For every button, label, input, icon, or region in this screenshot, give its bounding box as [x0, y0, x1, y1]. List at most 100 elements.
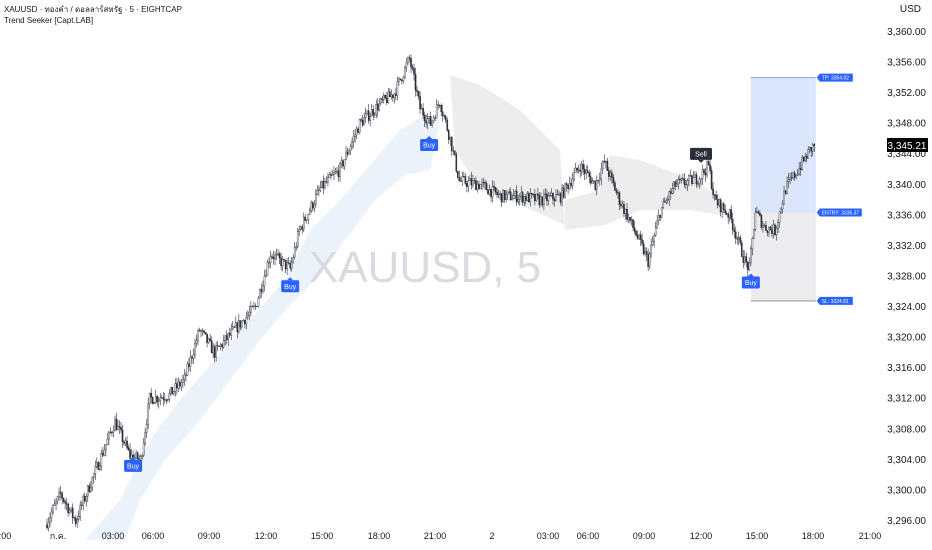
time-tick: 18:00 — [802, 531, 825, 541]
candle-up — [343, 159, 346, 167]
candle-up — [94, 466, 97, 475]
candle-up — [630, 219, 633, 221]
candle-up — [319, 187, 322, 191]
candle-down — [669, 191, 672, 194]
candle-down — [419, 96, 421, 110]
candle-down — [553, 198, 556, 202]
candle-down — [589, 176, 592, 184]
candle-down — [176, 383, 178, 389]
candle-down — [742, 256, 745, 263]
candle-up — [479, 184, 482, 189]
candle-down — [470, 178, 473, 186]
symbol-info[interactable]: XAUUSD · ทองคำ / ดอลลาร์สหรัฐ · 5 · EIGH… — [4, 5, 182, 14]
candle-down — [509, 191, 512, 201]
candle-down — [617, 192, 619, 194]
price-tick: 3,336.00 — [887, 210, 926, 221]
candle-down — [136, 452, 139, 460]
candle-down — [410, 57, 412, 68]
chart-legend: XAUUSD · ทองคำ / ดอลลาร์สหรัฐ · 5 · EIGH… — [4, 4, 182, 26]
price-axis[interactable]: USD 3,296.00 3,300.00 3,304.00 3,308.00 3,312… — [887, 4, 928, 527]
candle-up — [334, 171, 337, 174]
candle-up — [792, 172, 794, 178]
candle-up — [428, 116, 430, 119]
candle-down — [151, 396, 154, 404]
candle-down — [386, 97, 388, 103]
candle-up — [609, 172, 612, 177]
candle-up — [431, 120, 433, 126]
candle-up — [511, 198, 513, 201]
candle-up — [378, 102, 381, 111]
candle-up — [219, 344, 222, 347]
candle-down — [734, 231, 737, 239]
candle-up — [751, 238, 754, 250]
signal-sell-badge — [690, 147, 712, 160]
candle-up — [299, 226, 302, 230]
candle-up — [324, 181, 326, 189]
candle-up — [138, 458, 140, 460]
candle-up — [379, 98, 382, 104]
signal-buy-badge — [124, 459, 143, 472]
candle-down — [118, 426, 121, 428]
time-tick: 06:00 — [142, 531, 165, 541]
candle-up — [605, 161, 607, 163]
candle-down — [225, 335, 228, 341]
candle-up — [247, 314, 249, 318]
candle-down — [65, 502, 68, 505]
candle-up — [103, 449, 106, 456]
candle-up — [298, 229, 301, 232]
candle-down — [59, 491, 62, 494]
candle-up — [801, 157, 803, 170]
candle-up — [263, 275, 266, 287]
candle-down — [330, 174, 332, 176]
candle-down — [115, 418, 118, 431]
candle-down — [244, 320, 246, 325]
candle-down — [372, 109, 375, 116]
candle-up — [624, 208, 627, 215]
candle-down — [179, 381, 181, 387]
candle-up — [269, 256, 272, 264]
candle-down — [663, 201, 666, 203]
candle-down — [389, 91, 391, 98]
candle-up — [49, 517, 51, 523]
candle-up — [310, 202, 313, 212]
candle-down — [160, 397, 163, 399]
candle-up — [266, 262, 269, 276]
candle-down — [715, 195, 717, 200]
candle-down — [647, 254, 649, 267]
candle-down — [611, 172, 613, 178]
candle-down — [485, 183, 488, 191]
candle-down — [691, 175, 693, 184]
candle-up — [194, 343, 196, 355]
candle-down — [703, 169, 705, 173]
candle-up — [497, 194, 500, 196]
candle-down — [218, 345, 220, 347]
candle-down — [401, 79, 403, 82]
candle-down — [111, 432, 113, 434]
candle-down — [360, 119, 362, 121]
candle-down — [528, 193, 530, 203]
candle-down — [361, 119, 364, 126]
candle-up — [153, 402, 156, 404]
candle-down — [164, 399, 166, 401]
candle-up — [798, 168, 800, 175]
candle-up — [677, 179, 680, 185]
indicator-name[interactable]: Trend Seeker [Capt.LAB] — [4, 16, 94, 25]
candle-up — [387, 91, 390, 103]
candle-down — [411, 66, 414, 69]
candle-down — [745, 256, 748, 263]
candle-down — [496, 191, 498, 196]
candle-down — [538, 195, 541, 206]
time-axis[interactable]: :00 ก.ค. 03:00 06:00 09:00 12:00 15:00 18:00 21:… — [0, 531, 881, 541]
candle-down — [597, 179, 600, 181]
candle-up — [402, 76, 405, 82]
last-price-label: 3,345.21 — [888, 141, 927, 152]
candle-up — [351, 141, 353, 147]
candle-up — [295, 246, 298, 248]
candle-down — [236, 322, 239, 333]
candle-down — [659, 215, 662, 218]
candle-down — [618, 192, 621, 205]
candle-down — [724, 209, 726, 214]
candle-down — [642, 243, 645, 255]
candle-up — [173, 391, 175, 395]
